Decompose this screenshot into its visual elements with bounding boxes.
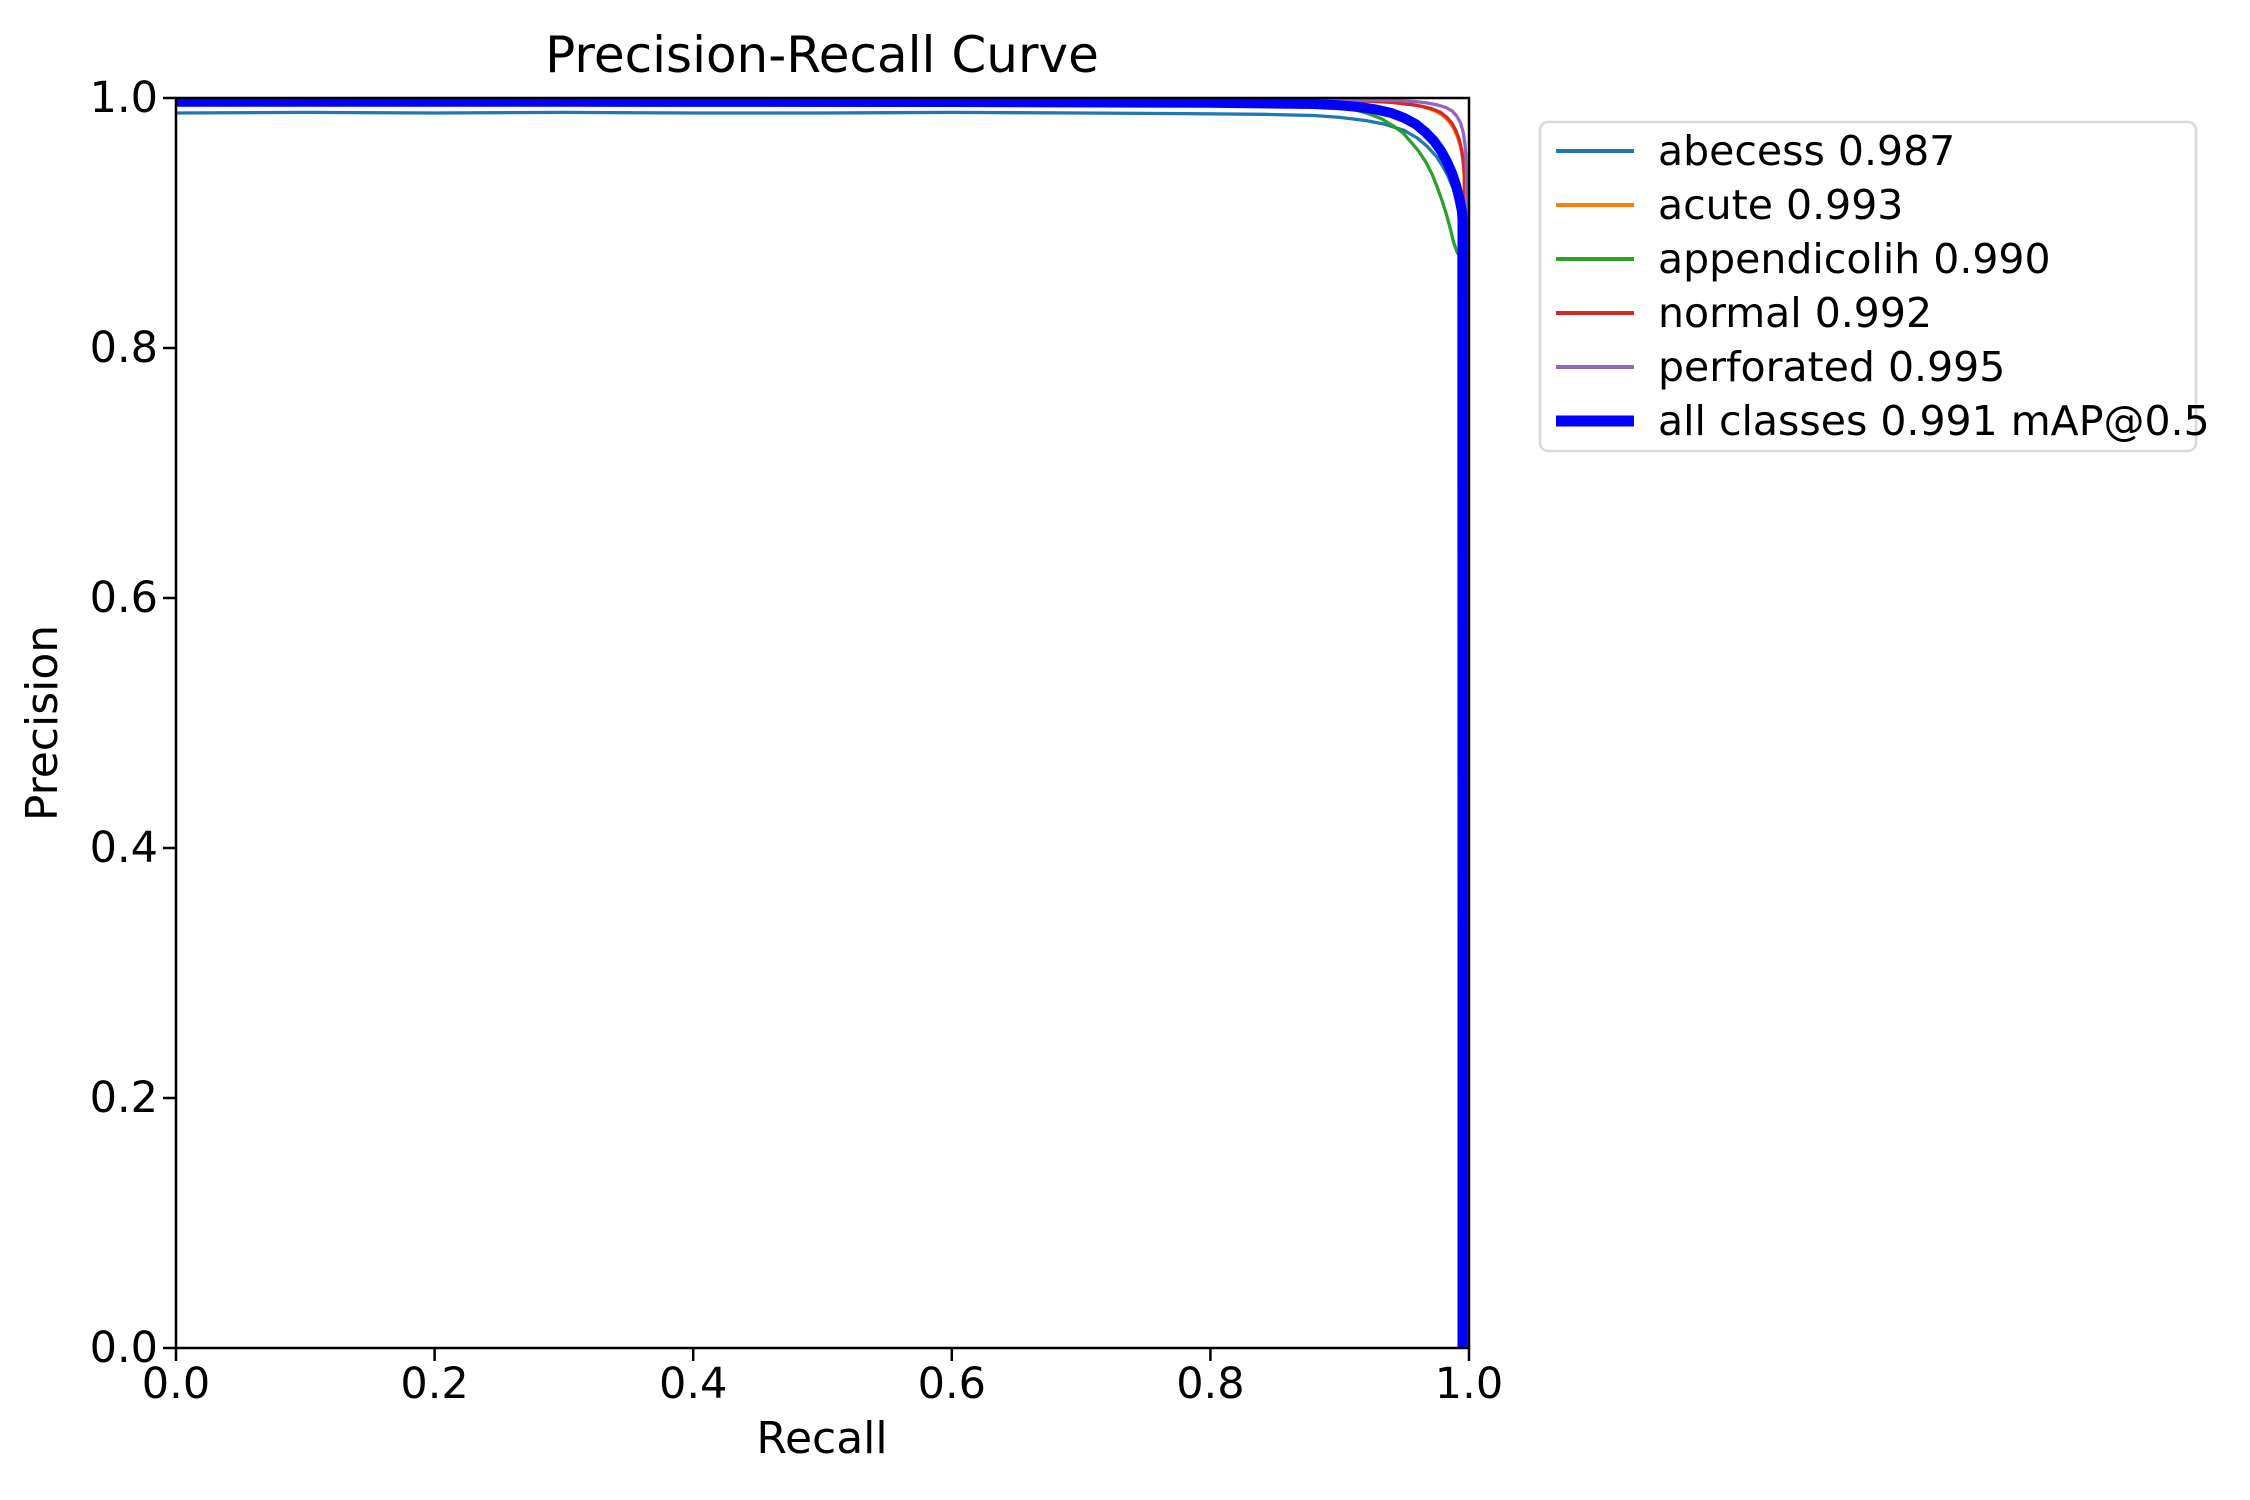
- x-axis-label: Recall: [756, 1413, 887, 1464]
- legend-label: normal 0.992: [1658, 289, 1932, 337]
- legend-label: abecess 0.987: [1658, 127, 1955, 175]
- legend-item: abecess 0.987: [1556, 127, 1955, 175]
- y-tick-label: 1.0: [90, 73, 158, 123]
- legend-item: normal 0.992: [1556, 289, 1932, 337]
- legend-label: all classes 0.991 mAP@0.5: [1658, 397, 2210, 445]
- legend-item: all classes 0.991 mAP@0.5: [1556, 397, 2210, 445]
- legend-label: appendicolih 0.990: [1658, 235, 2051, 283]
- x-tick-label: 0.0: [142, 1359, 210, 1409]
- ticks-layer: 0.0 0.2 0.4 0.6 0.8 1.0 0.0 0.2 0.4 0.6 0.8 1.0: [90, 73, 1504, 1409]
- y-tick-label: 0.0: [90, 1323, 158, 1373]
- series-line-all_classes: [176, 98, 1468, 1348]
- y-tick-label: 0.6: [90, 573, 158, 623]
- legend-label: perforated 0.995: [1658, 343, 2005, 391]
- legend: abecess 0.987 acute 0.993 appendicolih 0.9…: [1538, 120, 2210, 453]
- x-tick-label: 0.6: [918, 1359, 986, 1409]
- plot-border: [174, 96, 1471, 1350]
- x-tick-label: 0.2: [400, 1359, 468, 1409]
- x-tick-label: 1.0: [1435, 1359, 1503, 1409]
- y-tick-label: 0.2: [90, 1073, 158, 1123]
- legend-item: appendicolih 0.990: [1556, 235, 2051, 283]
- legend-item: perforated 0.995: [1556, 343, 2005, 391]
- x-tick-label: 0.8: [1176, 1359, 1244, 1409]
- y-tick-label: 0.4: [90, 823, 158, 873]
- legend-label: acute 0.993: [1658, 181, 1903, 229]
- plot-area: [176, 98, 1469, 1348]
- legend-box: [1538, 120, 2198, 453]
- series-layer: [176, 98, 1469, 1348]
- legend-item: acute 0.993: [1556, 181, 1903, 229]
- y-axis-label: Precision: [17, 625, 68, 821]
- x-tick-label: 0.4: [659, 1359, 727, 1409]
- chart-title: Precision-Recall Curve: [545, 26, 1099, 84]
- y-tick-label: 0.8: [90, 323, 158, 373]
